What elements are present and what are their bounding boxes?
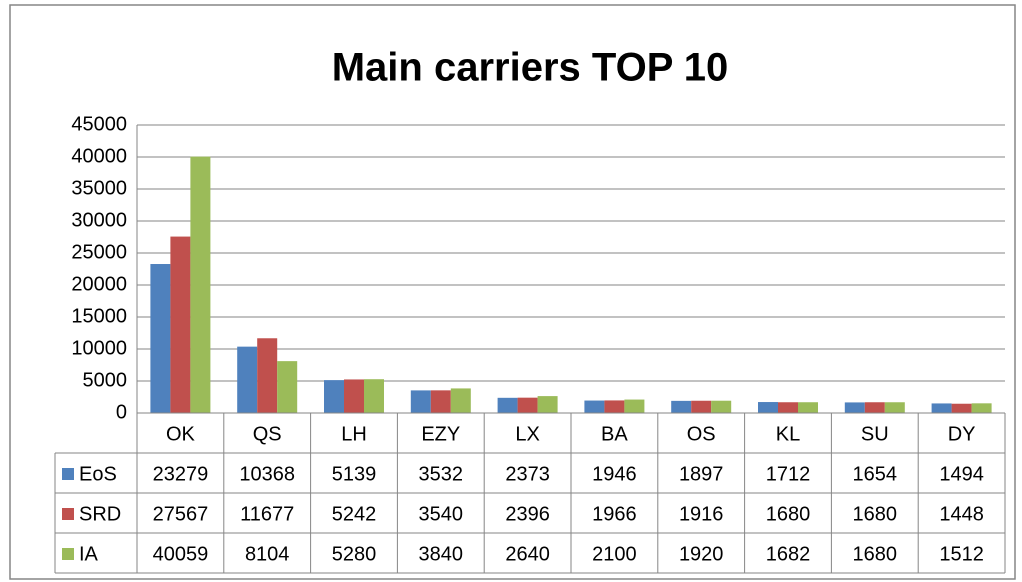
bar [691,400,712,413]
x-tick-label: QS [253,423,282,445]
bar [951,403,972,413]
bar [864,402,885,413]
table-value: 10368 [239,463,295,485]
table-value: 40059 [153,543,209,565]
y-tick-label: 20000 [71,273,127,295]
table-value: 2100 [592,543,637,565]
y-tick-label: 0 [116,401,127,423]
bar [277,361,298,413]
table-value: 1946 [592,463,637,485]
bar [257,338,278,413]
bar [344,379,364,413]
bar [624,399,645,413]
table-value: 8104 [245,543,290,565]
y-tick-label: 30000 [71,209,127,231]
bar [190,156,211,413]
bar [150,264,171,413]
table-value: 1654 [853,463,898,485]
table-value: 27567 [153,503,209,525]
table-value: 1680 [853,543,898,565]
table-value: 1712 [766,463,811,485]
bar [450,388,471,413]
legend-label: EoS [79,463,117,485]
table-value: 11677 [240,503,294,525]
bar [671,400,692,413]
bar [844,402,865,413]
bar [798,402,818,413]
x-tick-label: OS [687,423,716,445]
bar [711,400,732,413]
table-value: 3840 [419,543,464,565]
table-value: 1494 [939,463,984,485]
table-value: 2640 [505,543,550,565]
legend-label: SRD [79,503,121,525]
x-tick-label: LX [515,423,539,445]
bar [237,346,258,413]
bar [758,402,778,413]
x-tick-label: BA [601,423,628,445]
table-value: 1920 [679,543,724,565]
legend-key [62,548,74,560]
bar [324,380,344,413]
bar [778,402,798,413]
bar [430,390,451,413]
x-tick-label: EZY [421,423,460,445]
table-value: 5280 [332,543,377,565]
x-tick-label: KL [776,423,800,445]
table-value: 1448 [939,503,984,525]
table-value: 1916 [679,503,724,525]
y-tick-label: 40000 [71,145,127,167]
x-tick-label: DY [948,423,976,445]
table-value: 3532 [419,463,464,485]
bar [931,403,952,413]
legend-key [62,508,74,520]
y-tick-label: 5000 [83,369,128,391]
bar [517,397,538,413]
table-value: 1680 [766,503,811,525]
bar [884,402,905,413]
chart-title: Main carriers TOP 10 [332,46,729,90]
table-value: 1512 [939,543,984,565]
bar [364,379,384,413]
table-value: 2373 [505,463,550,485]
table-value: 1897 [679,463,724,485]
y-tick-label: 25000 [71,241,127,263]
x-tick-label: SU [861,423,889,445]
bar [410,390,431,413]
bar [584,400,605,413]
table-value: 5242 [332,503,377,525]
bar [497,397,518,413]
y-tick-label: 10000 [71,337,127,359]
y-tick-label: 35000 [71,177,127,199]
table-value: 1966 [592,503,637,525]
bar [537,396,558,413]
x-tick-label: LH [341,423,367,445]
legend-key [62,468,74,480]
bar [604,400,625,413]
x-tick-label: OK [166,423,196,445]
table-value: 2396 [505,503,550,525]
bar [971,403,992,413]
y-tick-label: 45000 [71,113,127,135]
table-value: 5139 [332,463,377,485]
y-tick-label: 15000 [71,305,127,327]
table-value: 3540 [419,503,464,525]
bar [170,236,191,413]
legend-label: IA [79,543,99,565]
table-value: 1680 [853,503,898,525]
table-value: 1682 [766,543,811,565]
table-value: 23279 [153,463,209,485]
